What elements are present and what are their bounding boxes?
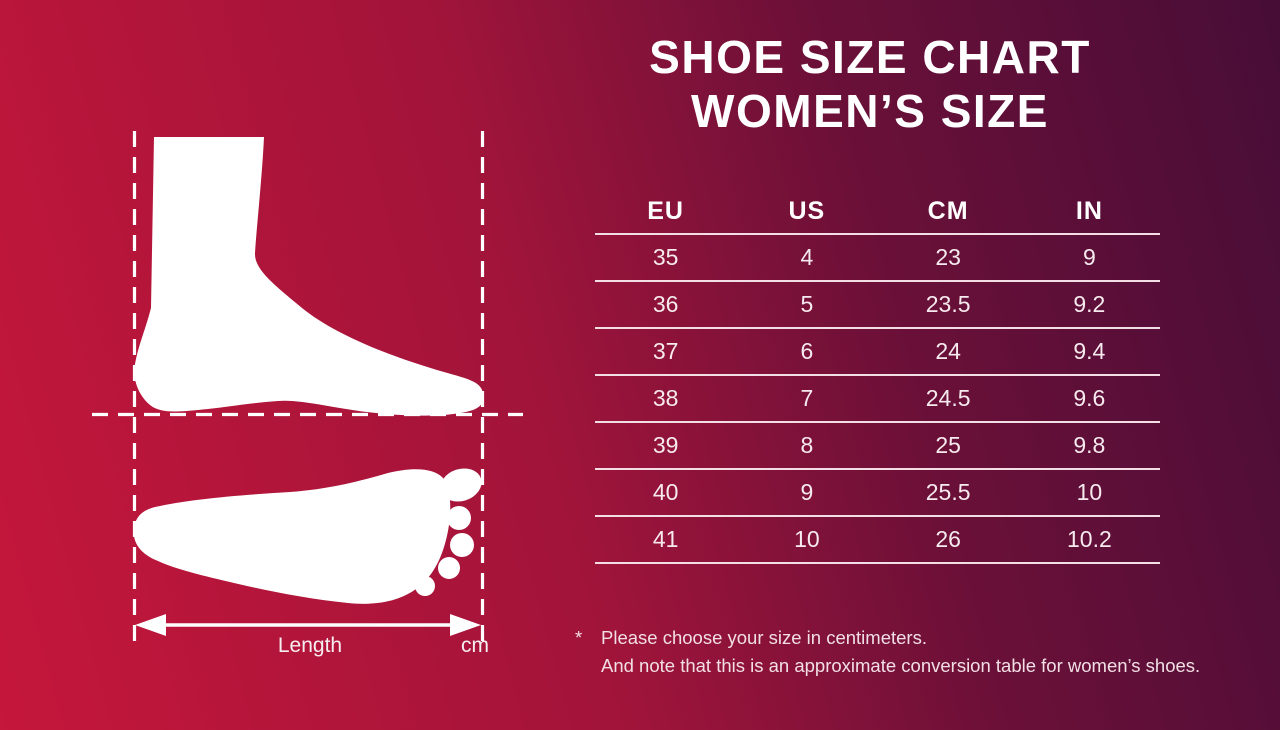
table-cell: 38 bbox=[652, 385, 679, 411]
table-cell: 9.2 bbox=[1073, 291, 1106, 317]
table-row: 37 6 24 9.4 bbox=[595, 329, 1160, 376]
table-cell: 10 bbox=[794, 526, 820, 552]
size-conversion-table: EU US CM IN 35 4 23 9 36 5 23.5 9.2 37 6 24 9.4 38 7 2… bbox=[595, 190, 1160, 564]
table-cell: 9 bbox=[1082, 244, 1096, 270]
footprint-silhouette-icon bbox=[133, 468, 482, 604]
table-cell: 24.5 bbox=[925, 385, 971, 411]
footnote-line-1: Please choose your size in centimeters. bbox=[601, 627, 927, 648]
table-cell: 24 bbox=[935, 338, 961, 364]
table-cell: 4 bbox=[800, 244, 814, 270]
column-header-cm: CM bbox=[927, 197, 969, 225]
table-cell: 25 bbox=[935, 432, 961, 458]
table-row: 40 9 25.5 10 bbox=[595, 470, 1160, 517]
table-header-row: EU US CM IN bbox=[595, 190, 1160, 235]
table-cell: 7 bbox=[800, 385, 814, 411]
table-cell: 8 bbox=[800, 432, 814, 458]
table-cell: 25.5 bbox=[925, 479, 971, 505]
title-line-1: SHOE SIZE CHART bbox=[649, 31, 1091, 83]
title-line-2: WOMEN’S SIZE bbox=[691, 85, 1049, 137]
page-title: SHOE SIZE CHART WOMEN’S SIZE bbox=[560, 30, 1180, 138]
table-cell: 9.4 bbox=[1073, 338, 1106, 364]
table-cell: 35 bbox=[652, 244, 679, 270]
table-cell: 36 bbox=[652, 291, 679, 317]
table-cell: 6 bbox=[800, 338, 814, 364]
length-arrow-icon bbox=[135, 614, 481, 636]
table-cell: 23 bbox=[935, 244, 961, 270]
table-row: 38 7 24.5 9.6 bbox=[595, 376, 1160, 423]
column-header-us: US bbox=[788, 197, 826, 225]
table-cell: 23.5 bbox=[925, 291, 971, 317]
table-row: 36 5 23.5 9.2 bbox=[595, 282, 1160, 329]
table-row: 35 4 23 9 bbox=[595, 235, 1160, 282]
table-body: 35 4 23 9 36 5 23.5 9.2 37 6 24 9.4 38 7 24.5 9.6 39 8 25 9… bbox=[595, 235, 1160, 564]
unit-label: cm bbox=[461, 634, 489, 657]
table-cell: 37 bbox=[652, 338, 679, 364]
table-cell: 41 bbox=[652, 526, 679, 552]
column-header-in: IN bbox=[1075, 197, 1103, 225]
side-foot-silhouette-icon bbox=[134, 137, 484, 416]
footnote-line-2: And note that this is an approximate con… bbox=[601, 655, 1201, 676]
footnote-marker: * bbox=[575, 627, 583, 648]
table-cell: 39 bbox=[652, 432, 679, 458]
table-cell: 40 bbox=[652, 479, 679, 505]
table-cell: 26 bbox=[935, 526, 961, 552]
footnote: * Please choose your size in centimeters… bbox=[575, 624, 1200, 680]
table-row: 39 8 25 9.8 bbox=[595, 423, 1160, 470]
column-header-eu: EU bbox=[647, 197, 684, 225]
table-row: 41 10 26 10.2 bbox=[595, 517, 1160, 564]
table-cell: 9.8 bbox=[1073, 432, 1106, 458]
table-cell: 10.2 bbox=[1066, 526, 1112, 552]
foot-measurement-diagram bbox=[92, 131, 523, 643]
length-label: Length bbox=[277, 634, 343, 657]
table-cell: 5 bbox=[800, 291, 814, 317]
table-cell: 9.6 bbox=[1073, 385, 1106, 411]
table-cell: 9 bbox=[800, 479, 814, 505]
table-cell: 10 bbox=[1076, 479, 1103, 505]
